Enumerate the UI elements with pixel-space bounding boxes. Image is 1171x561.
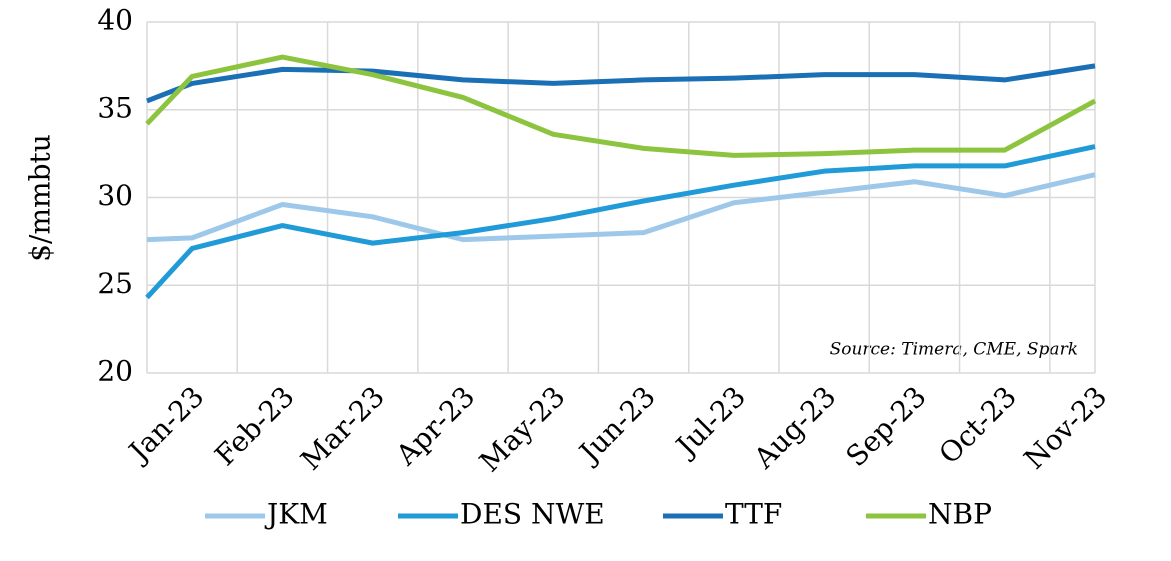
x-tick-label: Feb-23 bbox=[208, 380, 300, 472]
line bbox=[146, 172, 1096, 243]
y-tick-label: 25 bbox=[97, 267, 133, 300]
y-tick-label: 20 bbox=[97, 355, 133, 388]
y-tick-label: 35 bbox=[97, 91, 133, 124]
x-tick-label: Jan-23 bbox=[121, 380, 211, 470]
legend-label: JKM bbox=[264, 498, 328, 531]
y-tick-label: 30 bbox=[97, 179, 133, 212]
x-tick-label: Apr-23 bbox=[389, 380, 481, 472]
x-tick-label: Jun-23 bbox=[571, 380, 662, 471]
line bbox=[146, 63, 1096, 104]
x-tick-label: Mar-23 bbox=[294, 380, 391, 477]
line bbox=[145, 54, 1097, 158]
x-tick-label: Aug-23 bbox=[747, 380, 843, 476]
x-tick-label: Nov-23 bbox=[1018, 380, 1114, 476]
line bbox=[145, 144, 1096, 300]
x-tick-label: May-23 bbox=[473, 380, 571, 478]
legend-label: NBP bbox=[928, 498, 992, 531]
x-tick-label: Sep-23 bbox=[840, 380, 933, 473]
x-tick-label: Jul-23 bbox=[668, 380, 752, 464]
y-tick-label: 40 bbox=[97, 4, 133, 37]
legend-label: TTF bbox=[725, 498, 782, 531]
annotation: Source: Timera, CME, Spark bbox=[830, 340, 1078, 360]
y-axis-label: $/mmbtu bbox=[24, 134, 57, 262]
legend-label: DES NWE bbox=[460, 498, 605, 531]
x-tick-label: Oct-23 bbox=[932, 380, 1022, 470]
